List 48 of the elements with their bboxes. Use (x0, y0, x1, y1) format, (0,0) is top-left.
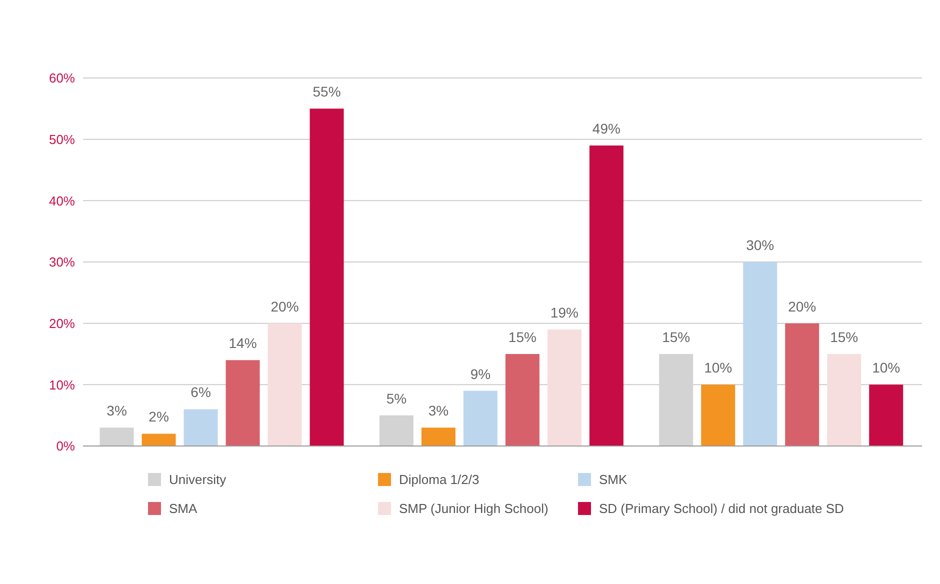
data-label: 15% (508, 329, 536, 345)
y-tick-label: 50% (48, 132, 76, 147)
y-tick-label: 30% (48, 254, 76, 270)
bar (547, 329, 582, 446)
bar (589, 145, 624, 446)
bar (827, 354, 862, 446)
bar (226, 360, 260, 446)
legend-label: Diploma 1/2/3 (399, 472, 480, 487)
y-tick-label: 0% (56, 438, 76, 454)
legend-label: University (169, 472, 226, 487)
data-label: 10% (872, 360, 900, 376)
data-label: 55% (312, 84, 341, 100)
bar (100, 428, 134, 446)
y-tick-label: 20% (48, 316, 76, 331)
data-label: 20% (788, 298, 816, 314)
bar (379, 415, 414, 446)
data-label: 14% (228, 335, 257, 352)
data-label: 5% (386, 390, 407, 406)
data-label: 3% (106, 402, 127, 419)
bar (869, 384, 904, 446)
data-label: 49% (592, 120, 620, 136)
y-tick-label: 60% (48, 70, 76, 86)
data-label: 2% (148, 408, 169, 425)
data-label: 3% (428, 402, 449, 419)
legend-label: SMK (599, 472, 628, 487)
y-tick-label: 10% (48, 377, 76, 392)
bar (268, 323, 302, 446)
bar (421, 428, 456, 446)
bar (310, 108, 344, 446)
bar (701, 384, 736, 446)
y-tick-label: 40% (48, 193, 76, 208)
legend-label: SMP (Junior High School) (399, 501, 548, 516)
data-label: 15% (662, 329, 690, 345)
legend-label: SD (Primary School) / did not graduate SD (599, 501, 844, 516)
bar (505, 354, 540, 446)
data-label: 10% (704, 360, 732, 376)
data-label: 15% (830, 329, 858, 345)
data-label: 19% (550, 304, 578, 320)
data-label: 30% (746, 237, 774, 253)
bar (463, 390, 498, 446)
bar (743, 262, 778, 446)
data-label: 9% (470, 366, 491, 382)
data-label: 20% (270, 298, 299, 314)
data-label: 6% (190, 384, 211, 400)
bar (184, 409, 218, 446)
legend-label: SMA (169, 501, 198, 516)
bar (142, 434, 176, 446)
bar (785, 323, 820, 446)
